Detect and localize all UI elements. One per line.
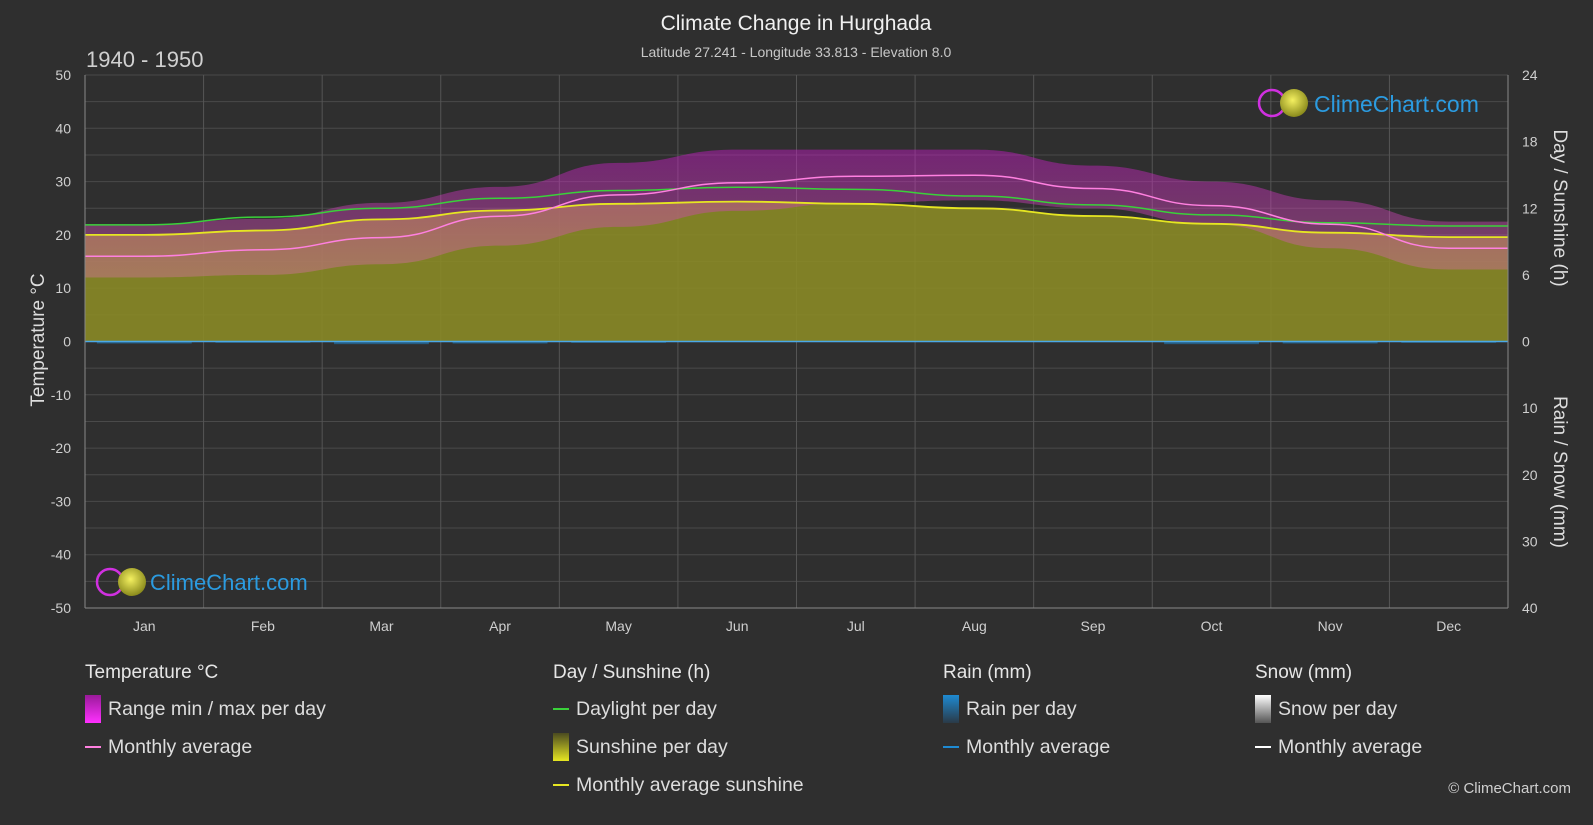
x-tick-label: Jan xyxy=(133,618,156,634)
y-right-top-tick-label: 0 xyxy=(1522,334,1530,350)
legend-item-label: Monthly average xyxy=(966,735,1111,758)
y-left-tick-label: -50 xyxy=(51,600,71,616)
y-left-tick-label: 50 xyxy=(55,67,71,83)
legend-group: Day / Sunshine (h) Daylight per day Sunshi… xyxy=(553,662,804,804)
y-right-top-tick-label: 6 xyxy=(1522,267,1530,283)
temp-avg-line xyxy=(85,174,1508,257)
legend-item: Rain per day xyxy=(943,690,1110,728)
y-left-axis-title: Temperature °C xyxy=(28,273,49,406)
temp-range-band xyxy=(85,149,1508,278)
rain-bar xyxy=(96,341,192,344)
sunshine-avg-line xyxy=(85,200,1508,239)
rain-bar xyxy=(1282,341,1378,344)
brand-logo-bottom: ClimeChart.com xyxy=(95,567,308,597)
x-tick-label: Oct xyxy=(1201,618,1223,634)
y-right-bottom-tick-label: 30 xyxy=(1522,533,1538,549)
legend-item-label: Range min / max per day xyxy=(108,697,326,720)
y-left-tick-label: 10 xyxy=(55,280,71,296)
rain-bar xyxy=(1164,341,1259,345)
brand-logo-top: ClimeChart.com xyxy=(1257,88,1479,118)
rain-avg-line-icon xyxy=(943,746,959,748)
y-left-tick-label: -10 xyxy=(51,387,71,403)
legend-item-label: Sunshine per day xyxy=(576,735,728,758)
sunshine-swatch-icon xyxy=(553,733,569,761)
y-right-bottom-axis-title: Rain / Snow (mm) xyxy=(1549,396,1570,548)
y-right-bottom-tick-label: 40 xyxy=(1522,600,1538,616)
legend-item-label: Snow per day xyxy=(1278,697,1398,720)
snow-avg-line-icon xyxy=(1255,746,1271,748)
x-tick-label: May xyxy=(605,618,631,634)
temp-range-swatch-icon xyxy=(85,695,101,723)
legend-item-label: Rain per day xyxy=(966,697,1077,720)
chart-title: Climate Change in Hurghada xyxy=(661,12,932,35)
y-right-bottom-tick-label: 20 xyxy=(1522,467,1538,483)
legend: Temperature °C Range min / max per day Mon… xyxy=(0,662,1593,822)
y-right-top-tick-label: 24 xyxy=(1522,67,1538,83)
legend-item: Monthly average xyxy=(943,728,1110,766)
sunshine-avg-line-icon xyxy=(553,784,569,786)
copyright: © ClimeChart.com xyxy=(1448,780,1571,797)
y-right-top-tick-label: 12 xyxy=(1522,200,1538,216)
logo-sun-icon xyxy=(1280,89,1308,117)
legend-heading: Temperature °C xyxy=(85,662,219,683)
y-left-tick-label: 20 xyxy=(55,227,71,243)
legend-heading: Snow (mm) xyxy=(1255,662,1353,683)
legend-item: Snow per day xyxy=(1255,690,1422,728)
x-tick-label: Nov xyxy=(1318,618,1343,634)
y-left-tick-label: -20 xyxy=(51,440,71,456)
legend-item: Range min / max per day xyxy=(85,690,326,728)
daylight-line-icon xyxy=(553,708,569,710)
y-left-tick-label: 40 xyxy=(55,120,71,136)
x-tick-label: Sep xyxy=(1080,618,1105,634)
legend-group: Snow (mm) Snow per day Monthly average xyxy=(1255,662,1422,766)
x-tick-label: Jun xyxy=(726,618,749,634)
temp-avg-line-icon xyxy=(85,746,101,748)
legend-item: Monthly average sunshine xyxy=(553,766,804,804)
legend-group: Temperature °C Range min / max per day Mon… xyxy=(85,662,326,766)
legend-item-label: Monthly average sunshine xyxy=(576,773,804,796)
y-left-tick-label: -30 xyxy=(51,493,71,509)
axes-layer: 50 40 30 20 10 0 -10 -20 -30 -40 -50 24 18 12 6 0 10 20 30… xyxy=(51,67,1538,634)
snow-swatch-icon xyxy=(1255,695,1271,723)
x-tick-label: Jul xyxy=(847,618,865,634)
y-left-tick-label: -40 xyxy=(51,547,71,563)
chart-subtitle: Latitude 27.241 - Longitude 33.813 - Ele… xyxy=(641,44,952,60)
legend-item: Sunshine per day xyxy=(553,728,804,766)
y-right-top-tick-label: 18 xyxy=(1522,134,1538,150)
y-left-tick-label: 30 xyxy=(55,174,71,190)
y-left-tick-label: 0 xyxy=(63,334,71,350)
x-tick-label: Aug xyxy=(962,618,987,634)
x-tick-label: Feb xyxy=(251,618,275,634)
y-right-bottom-tick-label: 10 xyxy=(1522,400,1538,416)
daylight-line xyxy=(84,186,1508,227)
legend-heading: Day / Sunshine (h) xyxy=(553,662,711,683)
logo-sun-icon xyxy=(118,568,146,596)
x-tick-label: Mar xyxy=(369,618,393,634)
legend-item: Monthly average xyxy=(85,728,326,766)
legend-item-label: Daylight per day xyxy=(576,697,717,720)
legend-heading: Rain (mm) xyxy=(943,662,1032,683)
x-tick-label: Dec xyxy=(1436,618,1461,634)
legend-group: Rain (mm) Rain per day Monthly average xyxy=(943,662,1110,766)
rain-bar xyxy=(452,341,548,344)
legend-item: Monthly average xyxy=(1255,728,1422,766)
period-label: 1940 - 1950 xyxy=(86,47,203,72)
legend-item-label: Monthly average xyxy=(108,735,253,758)
legend-item: Daylight per day xyxy=(553,690,804,728)
x-tick-label: Apr xyxy=(489,618,511,634)
brand-name-bottom: ClimeChart.com xyxy=(150,570,308,595)
brand-name-top: ClimeChart.com xyxy=(1314,91,1479,117)
rain-swatch-icon xyxy=(943,695,959,723)
plot-layer xyxy=(84,149,1508,345)
legend-item-label: Monthly average xyxy=(1278,735,1423,758)
y-right-top-axis-title: Day / Sunshine (h) xyxy=(1549,129,1570,286)
rain-bar xyxy=(334,341,429,345)
